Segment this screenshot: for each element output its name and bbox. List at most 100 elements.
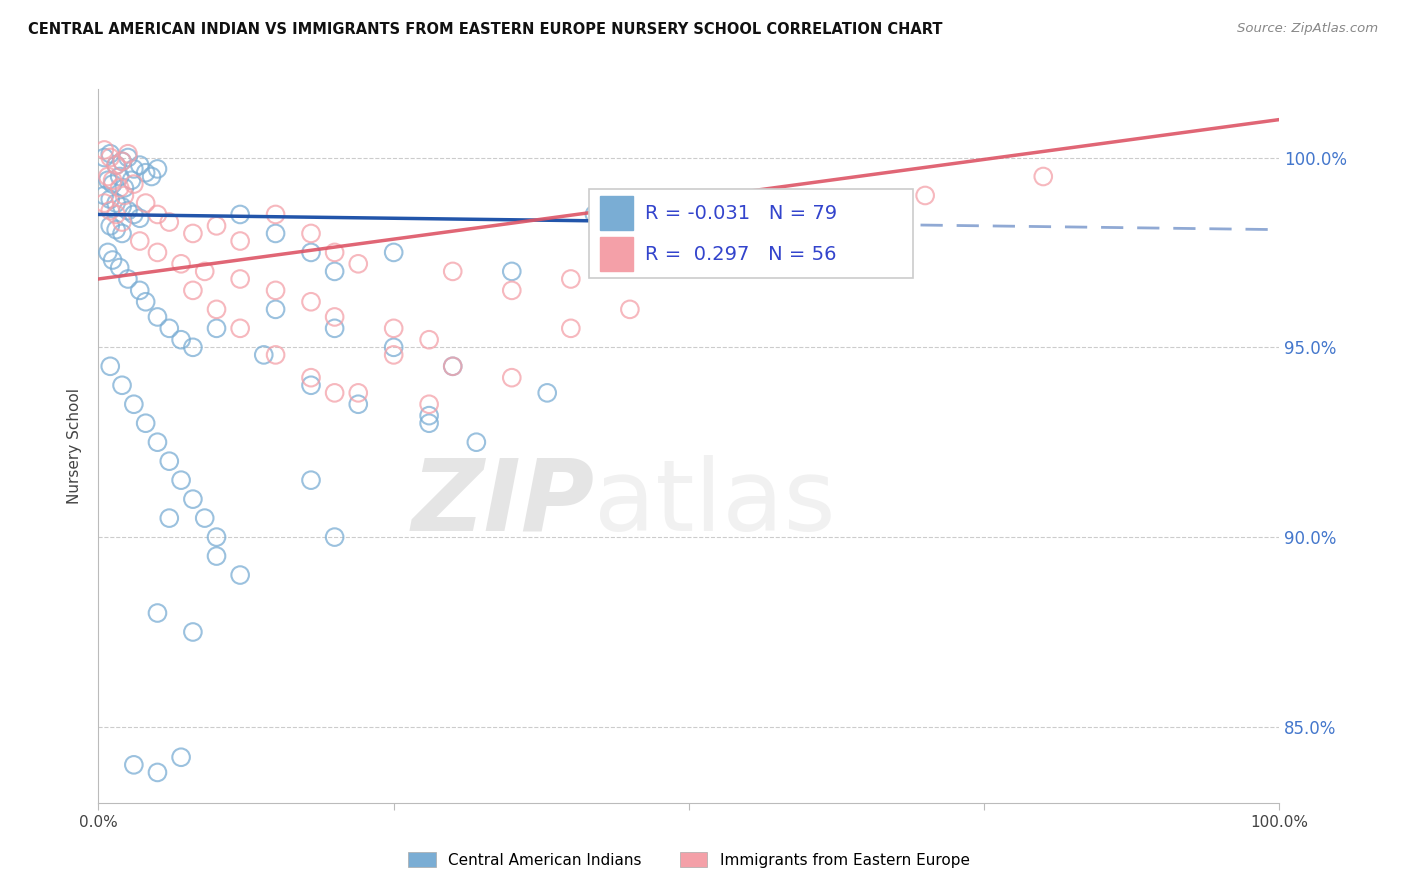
Point — [101, 173, 124, 187]
Point — [97, 173, 120, 187]
Point — [382, 340, 405, 354]
Point — [105, 222, 128, 236]
Point — [117, 272, 139, 286]
Point — [122, 161, 145, 176]
Point — [128, 284, 150, 298]
Point — [229, 272, 252, 286]
Point — [157, 511, 180, 525]
Point — [737, 245, 759, 260]
Point — [299, 294, 322, 309]
Point — [98, 146, 121, 161]
Point — [122, 397, 145, 411]
Point — [382, 245, 405, 260]
Point — [146, 207, 169, 221]
Point — [737, 227, 759, 241]
Point — [157, 321, 180, 335]
Point — [418, 397, 440, 411]
Point — [194, 511, 217, 525]
Point — [501, 370, 523, 384]
Point — [299, 370, 322, 384]
Point — [121, 173, 143, 187]
Point — [111, 200, 134, 214]
Point — [264, 302, 287, 317]
Point — [111, 215, 134, 229]
Point — [157, 215, 180, 229]
Point — [146, 245, 169, 260]
Point — [97, 169, 120, 184]
Point — [229, 568, 252, 582]
Text: R =  0.297   N = 56: R = 0.297 N = 56 — [645, 244, 837, 264]
Point — [101, 252, 124, 267]
Point — [170, 750, 193, 764]
Point — [98, 203, 121, 218]
Point — [229, 234, 252, 248]
Point — [117, 151, 139, 165]
Point — [93, 188, 115, 202]
Point — [205, 219, 228, 233]
Point — [229, 207, 252, 221]
Point — [98, 359, 121, 374]
FancyBboxPatch shape — [589, 189, 914, 278]
Point — [157, 454, 180, 468]
Point — [135, 196, 157, 211]
Point — [619, 302, 641, 317]
Text: atlas: atlas — [595, 455, 837, 551]
Point — [135, 294, 157, 309]
Point — [418, 333, 440, 347]
Point — [418, 416, 440, 430]
Point — [347, 257, 370, 271]
Point — [146, 765, 169, 780]
Point — [914, 188, 936, 202]
Point — [105, 158, 128, 172]
Point — [105, 207, 128, 221]
Point — [181, 492, 204, 507]
Point — [323, 530, 346, 544]
Point — [181, 284, 204, 298]
Point — [93, 151, 115, 165]
Point — [347, 397, 370, 411]
Point — [93, 196, 115, 211]
Point — [299, 473, 322, 487]
Point — [93, 143, 115, 157]
Point — [205, 321, 228, 335]
Point — [194, 264, 217, 278]
Point — [108, 260, 131, 275]
Point — [111, 227, 134, 241]
Point — [105, 196, 128, 211]
Point — [98, 192, 121, 206]
Point — [146, 606, 169, 620]
Point — [128, 234, 150, 248]
Point — [128, 158, 150, 172]
Y-axis label: Nursery School: Nursery School — [67, 388, 83, 504]
Point — [141, 169, 163, 184]
Point — [135, 416, 157, 430]
Legend: Central American Indians, Immigrants from Eastern Europe: Central American Indians, Immigrants fro… — [402, 846, 976, 873]
Point — [101, 177, 124, 191]
Point — [299, 227, 322, 241]
Point — [418, 409, 440, 423]
Point — [170, 473, 193, 487]
Point — [264, 348, 287, 362]
Point — [122, 207, 145, 221]
Point — [264, 207, 287, 221]
Point — [205, 549, 228, 563]
Point — [170, 257, 193, 271]
Point — [347, 385, 370, 400]
Point — [299, 245, 322, 260]
Point — [111, 378, 134, 392]
Point — [128, 211, 150, 226]
Point — [678, 227, 700, 241]
Point — [205, 530, 228, 544]
Point — [264, 227, 287, 241]
Point — [796, 207, 818, 221]
Point — [170, 333, 193, 347]
Point — [181, 340, 204, 354]
Bar — [600, 196, 634, 230]
Point — [855, 219, 877, 233]
Point — [122, 757, 145, 772]
Point — [108, 181, 131, 195]
Text: Source: ZipAtlas.com: Source: ZipAtlas.com — [1237, 22, 1378, 36]
Point — [323, 310, 346, 324]
Point — [108, 169, 131, 184]
Point — [229, 321, 252, 335]
